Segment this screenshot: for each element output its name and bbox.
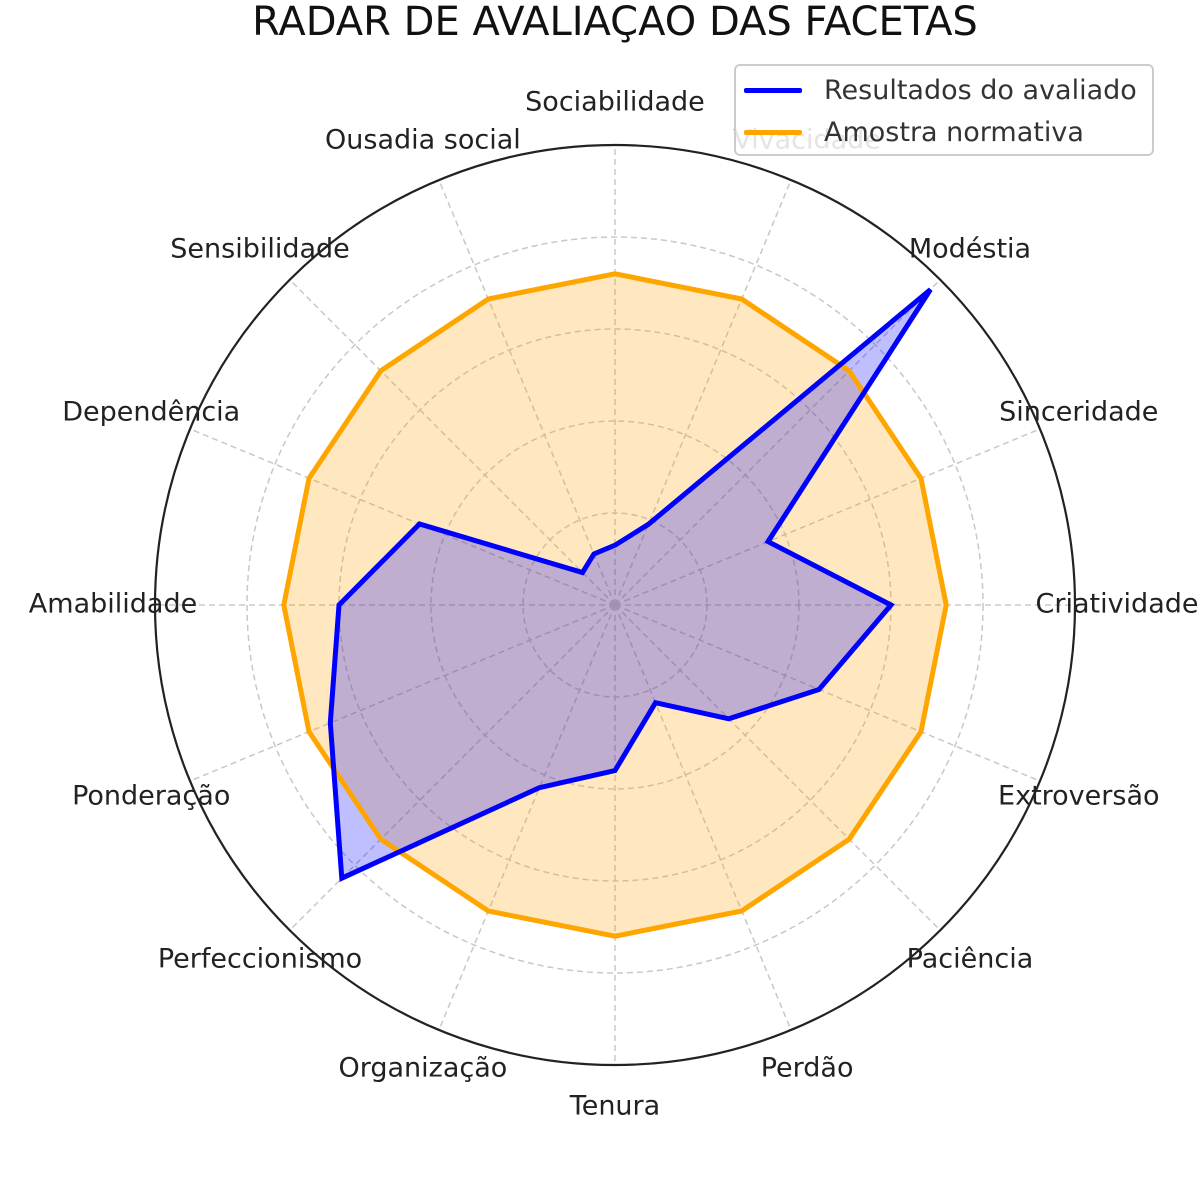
series-area-2: [283, 273, 947, 937]
legend-label: Amostra normativa: [824, 116, 1084, 148]
series-layer: [281, 271, 949, 939]
category-label: Sensibilidade: [170, 234, 350, 265]
series-line-2: [281, 271, 949, 939]
category-label: Ousadia social: [325, 125, 521, 156]
category-label: Sinceridade: [999, 396, 1158, 427]
grid-spoke: [614, 279, 941, 606]
outer-frame: [153, 143, 1077, 1067]
category-label: Perfeccionismo: [158, 943, 362, 974]
category-label: Perdão: [761, 1052, 854, 1083]
legend-swatch: [744, 87, 802, 93]
grid-spoke: [614, 604, 941, 931]
center-dot: [610, 600, 620, 610]
grid-spoke: [438, 604, 616, 1031]
grid-spoke: [189, 428, 616, 606]
category-label: Modéstia: [909, 234, 1031, 265]
legend-swatch: [744, 129, 802, 135]
category-label: Criatividade: [1035, 589, 1198, 620]
grid-spoke: [614, 604, 792, 1031]
grid-spoke: [614, 604, 1041, 782]
grid-spoke: [189, 604, 616, 782]
legend-label: Resultados do avaliado: [824, 74, 1137, 106]
category-label: Dependência: [62, 396, 240, 427]
category-label: Extroversão: [998, 781, 1159, 812]
grid-spoke: [438, 179, 616, 606]
grid-ring: [246, 236, 984, 974]
chart-title: RADAR DE AVALIAÇAO DAS FACETAS: [252, 0, 978, 45]
category-label: Tenura: [569, 1091, 660, 1122]
series-line-1: [327, 287, 933, 882]
category-labels: CriatividadeSinceridadeModéstiaVivacidad…: [29, 87, 1199, 1122]
legend: Resultados do avaliado Amostra normativa: [734, 64, 1154, 156]
grid-spoke: [614, 428, 1041, 606]
grid-spoke: [614, 179, 792, 606]
category-label: Organização: [338, 1052, 507, 1083]
series-area-1: [330, 289, 931, 879]
grid-spoke: [289, 279, 616, 606]
category-label: Amabilidade: [29, 589, 197, 620]
category-label: Ponderação: [72, 781, 230, 812]
legend-item-series-1: Resultados do avaliado: [744, 70, 1137, 110]
legend-item-series-2: Amostra normativa: [744, 112, 1084, 152]
category-label: Paciência: [907, 943, 1034, 974]
category-label: Sociabilidade: [525, 87, 705, 118]
